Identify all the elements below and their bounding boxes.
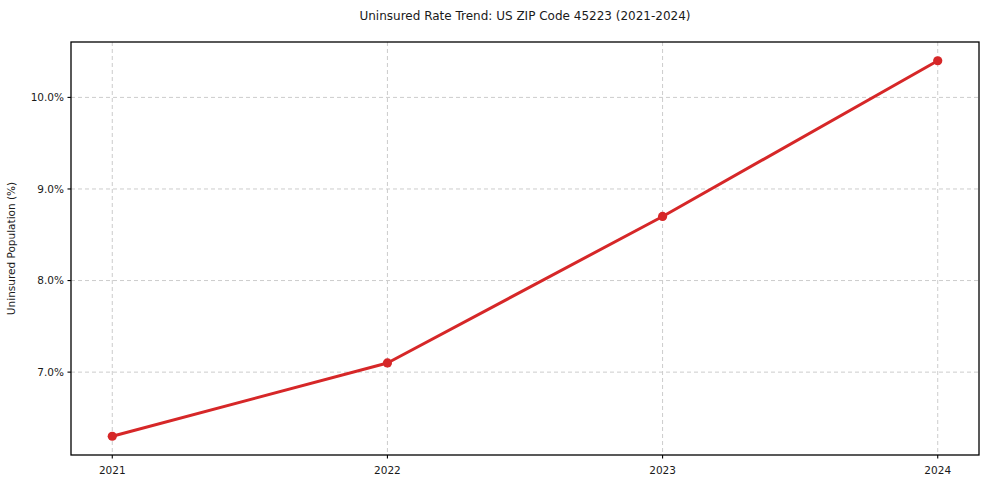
x-tick-label: 2022 — [374, 464, 401, 476]
axis-tick-marks — [68, 97, 938, 458]
x-tick-label: 2023 — [649, 464, 676, 476]
chart-figure: Uninsured Rate Trend: US ZIP Code 45223 … — [0, 0, 989, 490]
y-tick-label: 10.0% — [31, 91, 64, 103]
axis-tick-labels: 7.0% 8.0% 9.0% 10.0% 2021 2022 2023 2024 — [31, 91, 952, 476]
x-tick-label: 2024 — [924, 464, 951, 476]
plot-border — [71, 42, 979, 455]
y-tick-label: 8.0% — [37, 274, 64, 286]
y-tick-label: 9.0% — [37, 183, 64, 195]
gridlines — [71, 42, 979, 455]
line-chart: Uninsured Rate Trend: US ZIP Code 45223 … — [0, 0, 989, 490]
data-point-marker — [108, 432, 117, 441]
y-tick-label: 7.0% — [37, 366, 64, 378]
data-point-marker — [658, 212, 667, 221]
data-series — [108, 56, 943, 441]
data-point-marker — [933, 56, 942, 65]
x-tick-label: 2021 — [99, 464, 126, 476]
y-axis-label: Uninsured Population (%) — [5, 182, 17, 315]
data-point-marker — [383, 358, 392, 367]
trend-line — [112, 61, 937, 436]
chart-title: Uninsured Rate Trend: US ZIP Code 45223 … — [359, 9, 690, 23]
